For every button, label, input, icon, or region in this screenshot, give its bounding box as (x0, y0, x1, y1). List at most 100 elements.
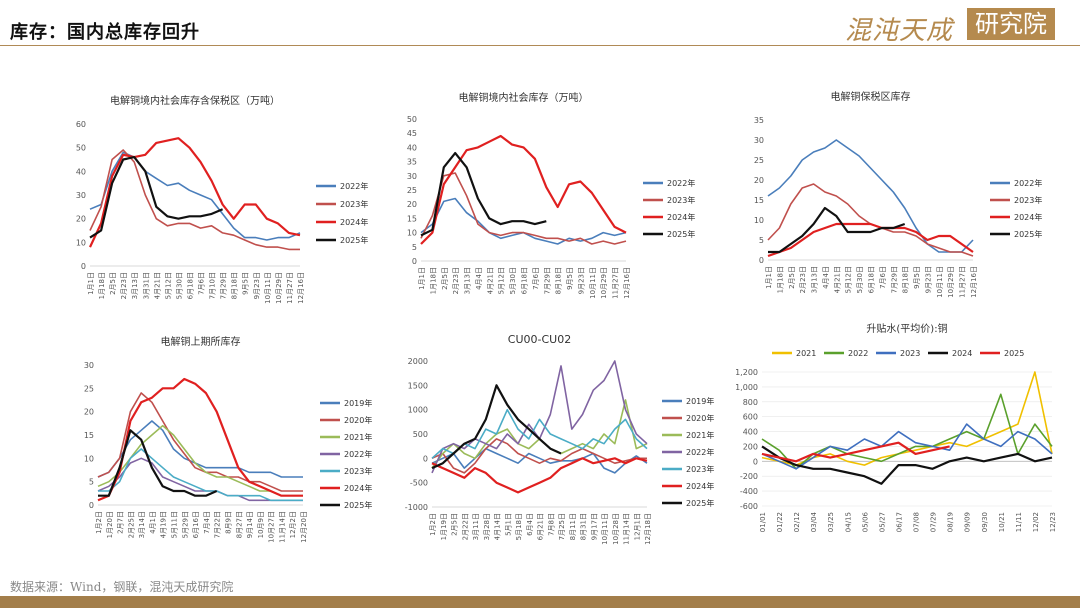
chart-shfe-inventory: 电解铜上期所库存 0 5 10 15 20 25 30 1月2日 1月20日 2月7日 2月25日 3月… (84, 335, 373, 543)
x-tick-label: 9月14日 (246, 511, 254, 538)
series-line-3 (768, 206, 906, 254)
legend-label: 2021年 (344, 432, 372, 442)
x-tick-label: 12/23 (1049, 512, 1057, 532)
series-line-0 (767, 139, 974, 253)
x-tick-label: 05/27 (878, 512, 886, 532)
x-tick-label: 4月21日 (153, 272, 161, 299)
chart-title: 电解铜境内社会库存（万吨） (459, 91, 589, 104)
source-note: 数据来源：Wind，钢联，混沌天成研究院 (10, 580, 234, 594)
legend-label: 2024年 (344, 483, 372, 493)
x-tick-label: 4月19日 (160, 511, 168, 538)
x-tick-label: 12月18日 (644, 513, 652, 545)
series-line-2 (761, 423, 1053, 470)
series-line-2 (89, 137, 301, 248)
x-tick-label: 3月13日 (811, 266, 819, 293)
x-tick-label: 7月4日 (203, 511, 211, 534)
x-tick-label: 1月1日 (765, 266, 773, 289)
x-tick-label: 2月5日 (451, 513, 459, 536)
x-tick-label: 2月5日 (788, 266, 796, 289)
series-line-1 (97, 392, 303, 492)
x-tick-label: 7月10日 (209, 272, 217, 299)
legend-label: 2024年 (667, 212, 695, 222)
x-tick-label: 9月17日 (590, 513, 598, 540)
series-line-3 (420, 152, 547, 237)
y-tick-label: 20 (754, 176, 764, 185)
legend-label: 2025 (1004, 349, 1024, 358)
legend-label: 2023年 (667, 195, 695, 205)
y-tick-label: 10 (754, 216, 764, 225)
x-tick-label: 6月18日 (521, 267, 529, 294)
x-tick-label: 11月14日 (623, 513, 631, 545)
y-tick-label: 800 (743, 398, 758, 407)
x-tick-label: 9月23日 (253, 272, 261, 299)
legend-label: 2019年 (344, 398, 372, 408)
chart-premium-discount: 升贴水(平均价):铜 -600 -400 -200 0 200 400 600 800 1,000… (735, 322, 1057, 532)
legend-label: 2020年 (344, 415, 372, 425)
x-tick-label: 2月5日 (109, 272, 117, 295)
x-tick-label: 3月13日 (131, 272, 139, 299)
chart-cu00-cu02-spread: CU00-CU02 -1000 -500 0 500 1000 1500 2000 1月2日 1月… (405, 333, 715, 545)
x-tick-label: 1月18日 (98, 272, 106, 299)
x-tick-label: 6月18日 (186, 272, 194, 299)
x-tick-label: 10月29日 (275, 272, 283, 304)
x-tick-label: 2月23日 (799, 266, 807, 293)
x-tick-label: 09/30 (981, 512, 989, 532)
y-tick-label: 20 (84, 408, 94, 417)
x-tick-label: 5月29日 (181, 511, 189, 538)
x-tick-label: 1月18日 (776, 266, 784, 293)
x-tick-label: 5月30日 (175, 272, 183, 299)
x-tick-label: 4月4日 (475, 267, 483, 290)
x-tick-label: 8月31日 (580, 513, 588, 540)
x-tick-label: 8月18日 (555, 267, 563, 294)
x-tick-label: 5月12日 (845, 266, 853, 293)
x-tick-label: 12月1日 (633, 513, 641, 540)
x-tick-label: 03/04 (810, 511, 818, 532)
x-tick-label: 1月2日 (95, 511, 103, 534)
title-divider (0, 45, 1080, 46)
y-tick-label: 30 (407, 172, 417, 181)
x-tick-label: 07/08 (913, 512, 921, 532)
x-tick-label: 5月12日 (498, 267, 506, 294)
y-tick-label: 1500 (408, 381, 428, 390)
series-line-4 (98, 448, 303, 502)
chart-title: 电解铜上期所库存 (161, 335, 241, 348)
y-tick-label: 60 (76, 120, 86, 129)
x-tick-label: 5月12日 (164, 272, 172, 299)
y-tick-label: 20 (76, 215, 86, 224)
chart-title: 电解铜保税区库存 (831, 90, 911, 103)
y-tick-label: 50 (407, 115, 417, 124)
x-tick-label: 7月29日 (543, 267, 551, 294)
series-line-1 (420, 172, 627, 245)
y-tick-label: 45 (407, 129, 417, 138)
x-tick-label: 4月1日 (149, 511, 157, 534)
x-tick-label: 3月14日 (138, 511, 146, 538)
x-tick-label: 1月1日 (87, 272, 95, 295)
footer-bar (0, 596, 1080, 608)
chart-bonded-inventory: 电解铜保税区库存 0 5 10 15 20 25 30 35 1月1日 1月18日 2月5日 2月23日… (754, 90, 1043, 298)
x-tick-label: 1月1日 (418, 267, 426, 290)
x-tick-label: 5月11日 (171, 511, 179, 538)
x-tick-label: 4月21日 (833, 266, 841, 293)
x-tick-label: 5月1日 (504, 513, 512, 536)
x-tick-label: 6月16日 (192, 511, 200, 538)
y-tick-label: -1000 (405, 503, 428, 512)
y-tick-label: 0 (81, 262, 86, 271)
x-tick-label: 3月31日 (142, 272, 150, 299)
series-line-1 (89, 149, 300, 251)
series-line-1 (431, 438, 647, 474)
x-tick-label: 1月18日 (429, 267, 437, 294)
legend-label: 2022年 (340, 181, 368, 191)
x-tick-label: 3月13日 (464, 267, 472, 294)
legend-label: 2022年 (686, 447, 714, 457)
legend-label: 2021年 (686, 430, 714, 440)
y-tick-label: 500 (413, 430, 428, 439)
legend-label: 2025年 (344, 500, 372, 510)
series-line-3 (89, 156, 224, 239)
series-line-2 (767, 222, 974, 258)
y-tick-label: 25 (407, 186, 417, 195)
y-tick-label: 5 (412, 243, 417, 252)
x-tick-label: 01/01 (759, 512, 767, 532)
legend-label: 2022年 (344, 449, 372, 459)
logo-box: 研究院 (967, 8, 1055, 40)
x-tick-label: 11月14日 (278, 511, 286, 543)
